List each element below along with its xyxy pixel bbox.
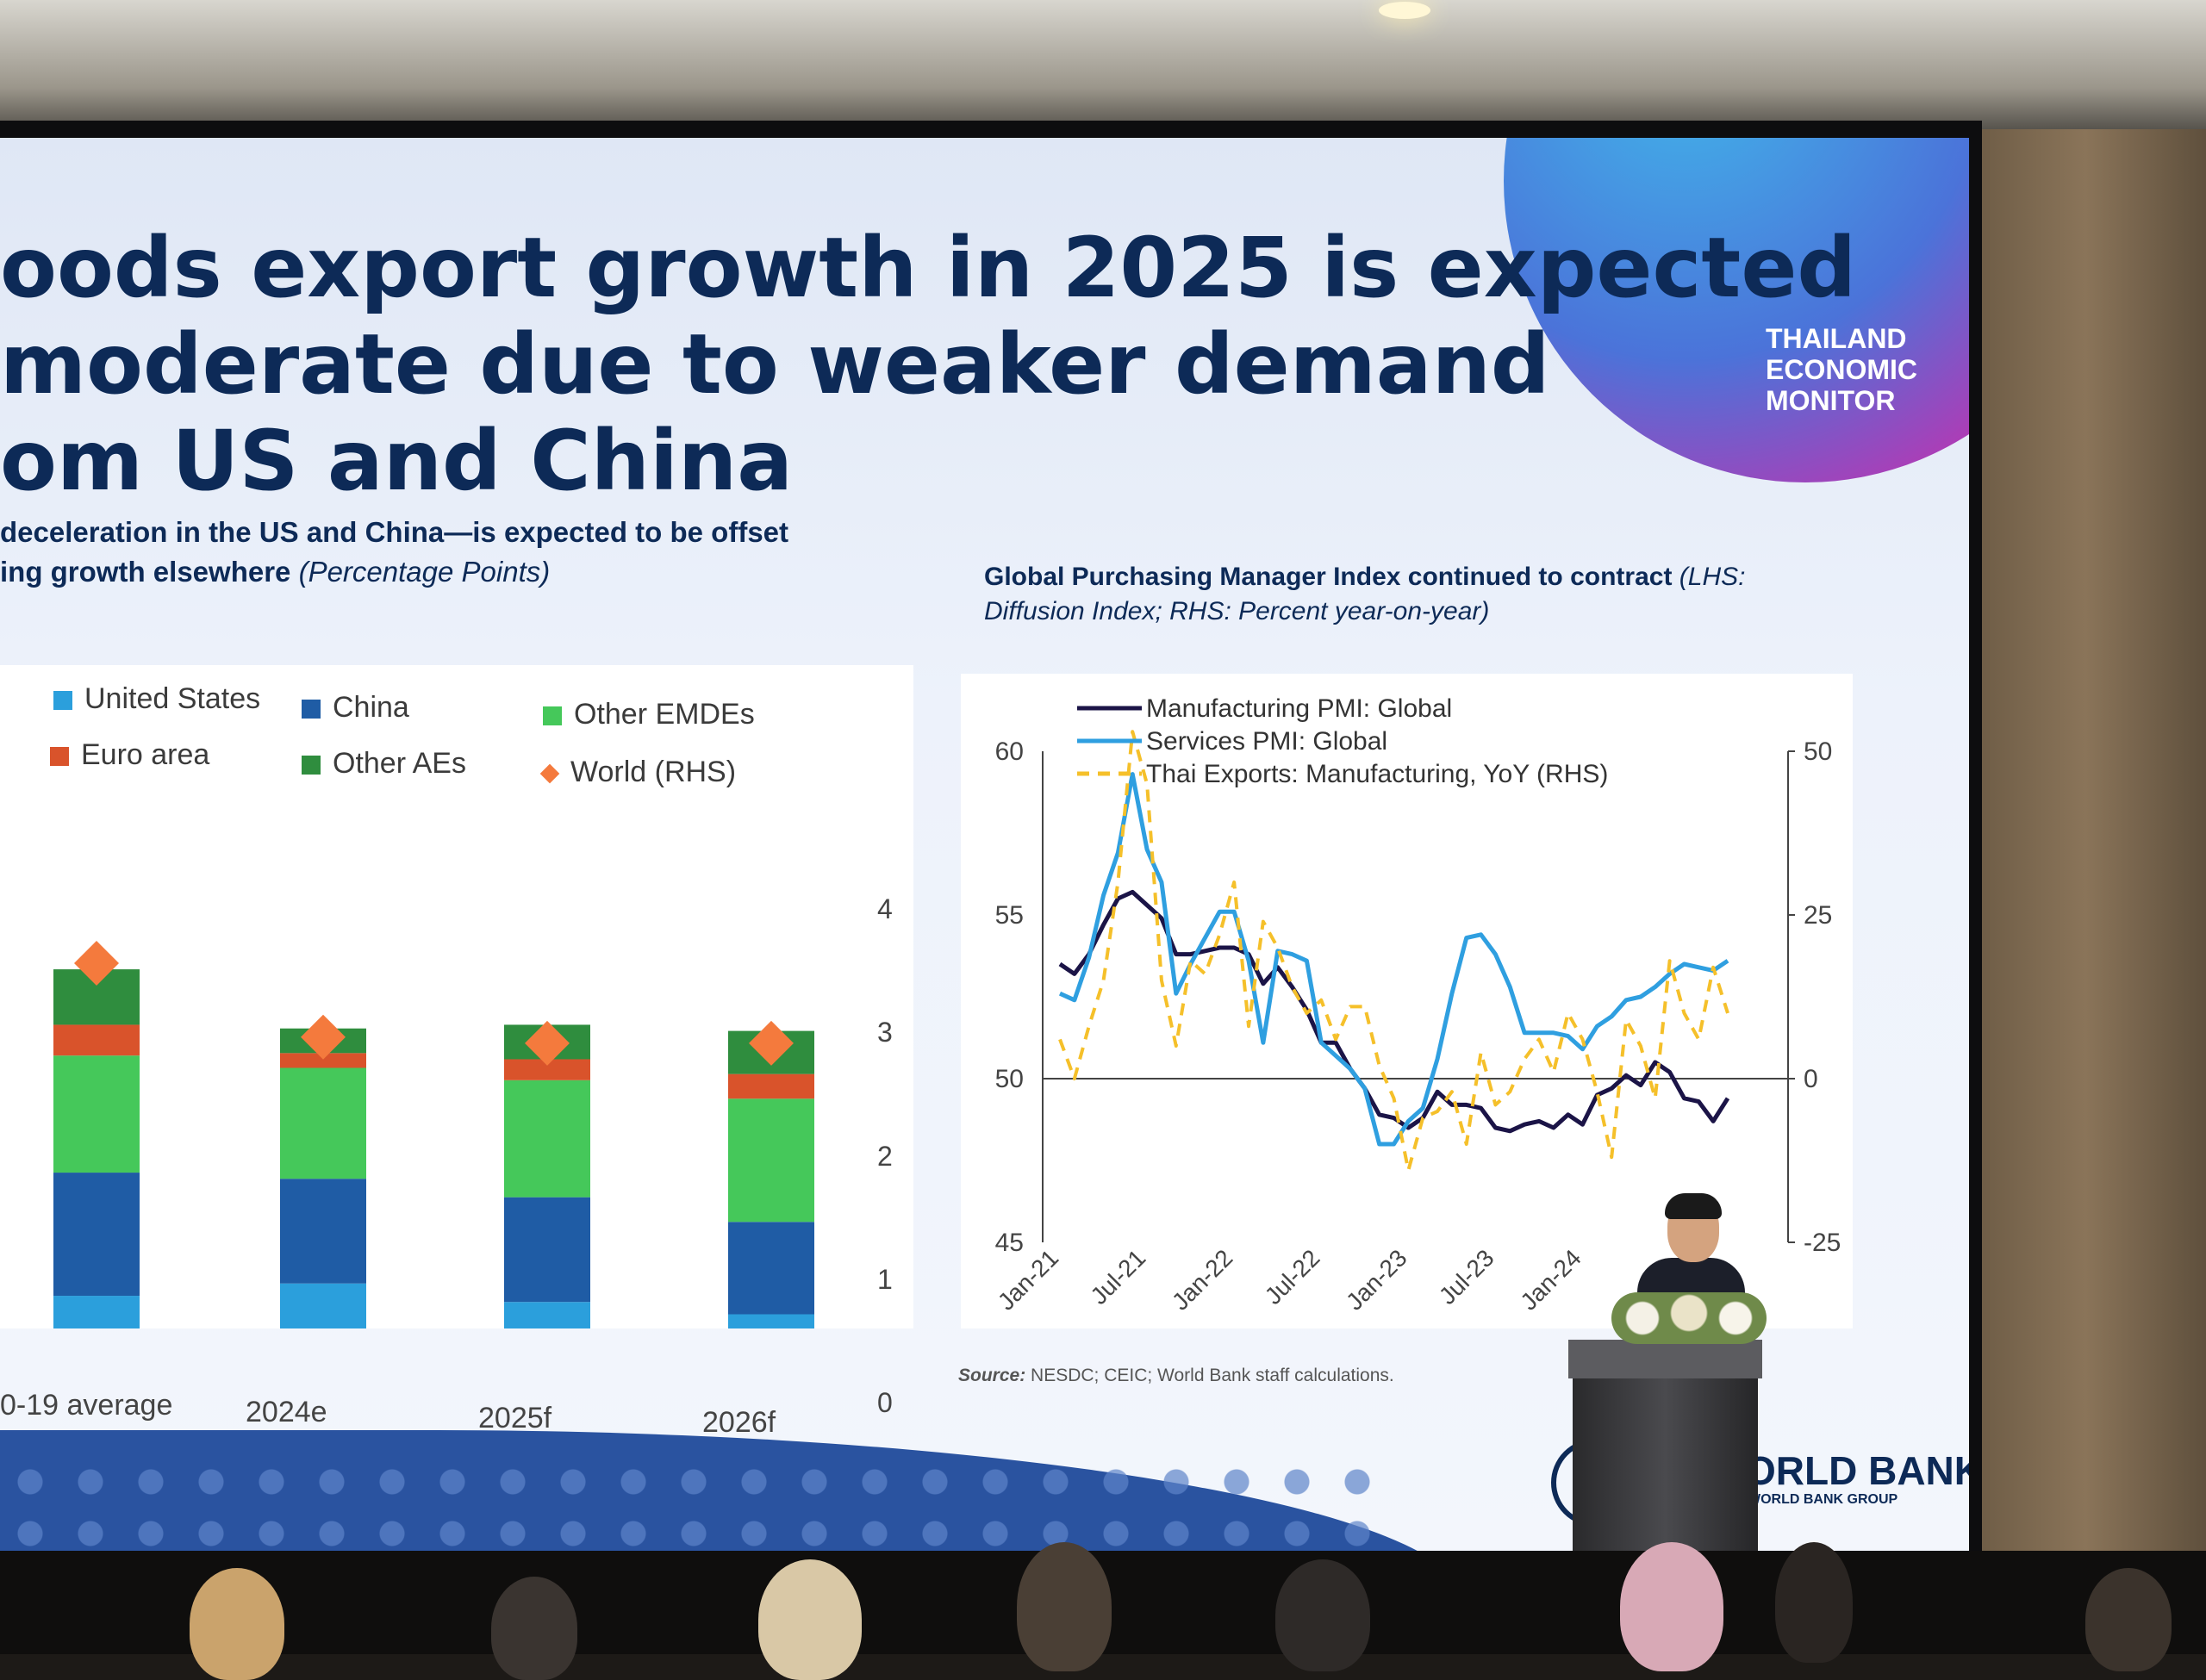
x-tick-label: Jul-21	[1085, 1244, 1150, 1310]
projection-screen: THAILAND ECONOMIC MONITOR oods export gr…	[0, 138, 1969, 1551]
source-text: NESDC; CEIC; World Bank staff calculatio…	[1031, 1366, 1394, 1385]
bar-segment	[53, 1055, 140, 1173]
bar-segment	[280, 1179, 366, 1284]
left-tick-label: 60	[995, 737, 1024, 766]
audience-head	[1017, 1542, 1112, 1671]
stacked-bar-chart	[53, 940, 814, 1328]
audience-head	[2085, 1568, 2172, 1671]
world-marker	[749, 1020, 794, 1066]
slide-title-line: moderate due to weaker demand	[0, 316, 1550, 413]
audience-head	[1775, 1542, 1853, 1663]
bar-segment	[280, 1053, 366, 1068]
ceiling-light	[1379, 2, 1430, 19]
bar-segment	[280, 1067, 366, 1179]
legend-swatch	[53, 691, 72, 711]
right-chart-subtitle: Global Purchasing Manager Index continue…	[984, 560, 1829, 629]
legend-swatch	[302, 700, 321, 719]
slide-title: oods export growth in 2025 is expected m…	[0, 220, 1856, 509]
world-marker	[525, 1020, 570, 1066]
left-chart-subtitle: deceleration in the US and China—is expe…	[0, 513, 844, 592]
x-tick-label: Jul-22	[1260, 1244, 1325, 1310]
right-chart-subtitle-unit: (LHS: Diffusion Index; RHS: Percent year…	[984, 563, 1746, 625]
podium-top	[1568, 1340, 1762, 1378]
legend-label: United States	[84, 682, 261, 715]
flower-arrangement	[1611, 1292, 1767, 1344]
org-name: ORLD BANK	[1745, 1448, 1969, 1493]
category-label: 2026f	[702, 1406, 776, 1439]
bar-segment	[280, 1283, 366, 1328]
right-tick-label: 0	[1804, 1065, 1818, 1093]
legend-item-world: World (RHS)	[539, 756, 737, 789]
category-label: 2024e	[246, 1396, 327, 1428]
bar-segment	[53, 1024, 140, 1056]
org-group: WORLD BANK GROUP	[1748, 1492, 1898, 1507]
series-line	[1058, 772, 1729, 1147]
x-tick-label: Jan-22	[1167, 1244, 1237, 1315]
legend-item-china: China	[302, 691, 409, 725]
speaker-hair	[1665, 1193, 1722, 1219]
legend-label: World (RHS)	[570, 756, 737, 788]
legend-label: China	[333, 691, 409, 724]
left-chart-subtitle-text: deceleration in the US and China—is expe…	[0, 516, 789, 588]
x-tick-label: Jan-24	[1515, 1244, 1586, 1315]
wall-panel	[1965, 129, 2206, 1594]
right-tick-label: 25	[1804, 901, 1832, 930]
audience-head	[1620, 1542, 1723, 1671]
bar-segment	[728, 1222, 814, 1315]
slide-title-line: om US and China	[0, 413, 794, 509]
legend-swatch	[543, 706, 562, 726]
legend-item-us: United States	[53, 682, 260, 716]
y-tick-label: 3	[877, 1017, 893, 1048]
audience-head	[758, 1559, 862, 1680]
legend-item-euro-area: Euro area	[50, 738, 209, 772]
audience-head	[190, 1568, 284, 1680]
left-tick-label: 45	[995, 1229, 1024, 1257]
legend-label: Thai Exports: Manufacturing, YoY (RHS)	[1146, 760, 1608, 788]
audience-area	[0, 1542, 2206, 1680]
category-label: 2025f	[478, 1402, 552, 1434]
left-chart-panel: United States China Other EMDEs Euro are…	[0, 665, 913, 1439]
bar-segment	[504, 1197, 590, 1303]
legend-item-other-emdes: Other EMDEs	[543, 698, 755, 731]
bar-segment	[53, 1296, 140, 1328]
right-tick-label: 50	[1804, 737, 1832, 766]
x-tick-label: Jan-23	[1341, 1244, 1411, 1315]
source-note: Source: NESDC; CEIC; World Bank staff ca…	[958, 1366, 1394, 1386]
slide-title-line: oods export growth in 2025 is expected	[0, 220, 1857, 316]
y-tick-label: 0	[877, 1387, 893, 1418]
left-tick-label: 50	[995, 1065, 1024, 1093]
y-tick-label: 1	[877, 1264, 893, 1295]
legend-item-other-aes: Other AEs	[302, 747, 466, 781]
right-tick-label: -25	[1804, 1229, 1841, 1257]
audience-head	[491, 1577, 577, 1680]
legend-label: Manufacturing PMI: Global	[1146, 694, 1452, 723]
report-badge-text: THAILAND ECONOMIC MONITOR	[1766, 323, 1917, 416]
x-tick-label: Jul-23	[1434, 1244, 1499, 1310]
audience-head	[1275, 1559, 1370, 1671]
series-line	[1058, 730, 1729, 1173]
y-tick-label: 2	[877, 1141, 893, 1172]
bar-segment	[728, 1098, 814, 1223]
legend-swatch	[302, 756, 321, 775]
bar-segment	[504, 1302, 590, 1328]
world-marker	[301, 1014, 346, 1060]
bar-segment	[53, 1173, 140, 1297]
bar-segment	[728, 1314, 814, 1328]
legend-label: Other AEs	[333, 747, 466, 780]
decorative-pattern-dots	[0, 1456, 1379, 1551]
legend-label: Euro area	[81, 738, 210, 771]
legend-label: Services PMI: Global	[1146, 727, 1387, 756]
legend-label: Other EMDEs	[574, 698, 755, 731]
left-tick-label: 55	[995, 901, 1024, 930]
y-tick-label: 4	[877, 893, 893, 924]
world-marker	[74, 940, 119, 986]
left-chart-subtitle-unit: (Percentage Points)	[298, 556, 551, 588]
bar-segment	[728, 1073, 814, 1099]
bar-segment	[504, 1080, 590, 1198]
legend-swatch	[50, 747, 69, 767]
category-label: 0-19 average	[0, 1389, 173, 1422]
right-chart-subtitle-text: Global Purchasing Manager Index continue…	[984, 563, 1673, 591]
source-label: Source:	[958, 1366, 1026, 1385]
